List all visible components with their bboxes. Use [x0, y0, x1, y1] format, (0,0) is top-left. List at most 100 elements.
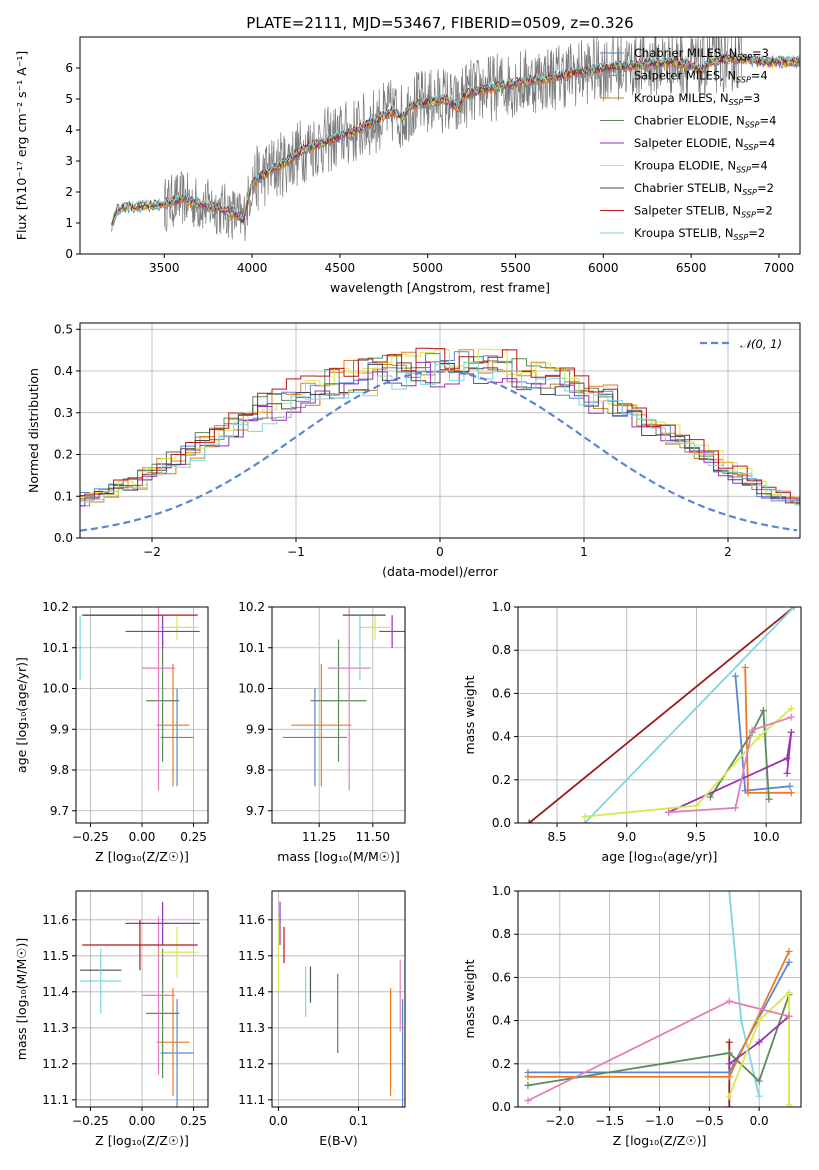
spectrum-ytick-label: 0 [65, 247, 73, 261]
weight_vs_age-marker-salpeter_elodie [787, 728, 795, 736]
mass_vs_Z-xtick-label: 0.00 [129, 1114, 156, 1128]
spectrum-model-line-kroupa_stelib [111, 51, 800, 221]
weight_vs_age-line-kroupa_stelib [584, 607, 795, 823]
weight_vs_Z-marker-pink [524, 1097, 532, 1105]
residuals-ytick-label: 0.0 [54, 531, 73, 545]
weight_vs_age-line-darkred [528, 607, 795, 823]
spectrum-legend: Chabrier MILES, NSSP=3 Salpeter MILES, NS… [600, 46, 776, 242]
spectrum-xtick-label: 4500 [325, 261, 356, 275]
legend-subscript: SSP [729, 98, 744, 107]
mass_vs_ebv-ytick-label: 11.4 [238, 985, 265, 999]
mass_vs_ebv-ytick-label: 11.2 [238, 1057, 265, 1071]
legend-entry-normal: 𝒩(0, 1) [740, 337, 782, 351]
weight_vs_Z-xtick-label: −2.0 [545, 1114, 574, 1128]
weight_vs_Z-xlabel: Z [log₁₀(Z/Z☉)] [613, 1133, 707, 1148]
spectrum-ytick-label: 3 [65, 154, 73, 168]
legend-suffix: =4 [758, 136, 775, 150]
mass_vs_Z-plot [80, 901, 200, 1107]
mass_vs_ebv-axes: 0.0 0.1 11.1 11.2 11.3 11.4 11.5 11.6 E(B-V) [238, 891, 405, 1148]
legend-suffix: =4 [751, 69, 768, 83]
mass_vs_ebv-ytick-label: 11.5 [238, 949, 265, 963]
mass_vs_Z-ytick-label: 11.6 [42, 913, 69, 927]
residuals-xtick-label: −2 [143, 545, 161, 559]
weight_vs_age-marker-darkred [525, 819, 533, 823]
normal-curve [80, 370, 798, 532]
weight_vs_Z-marker-darkred [725, 1103, 733, 1107]
weight_vs_Z-line-kroupa_elodie [728, 990, 790, 1105]
mass_vs_Z-xtick-label: 0.25 [180, 1114, 207, 1128]
weight_vs_age-marker-kroupa_stelib [581, 819, 589, 823]
spectrum-ytick-label: 4 [65, 123, 73, 137]
spectrum-xtick-label: 6000 [588, 261, 619, 275]
residuals-axes: −2 −1 0 1 2 0.0 0.1 0.2 0.3 0.4 0.5 (data-model)/er… [26, 322, 800, 579]
weight_vs_Z-marker-pink [725, 997, 733, 1005]
weight_vs_age-marker-salpeter_miles [744, 789, 752, 797]
weight_vs_age-ytick-label: 0.4 [492, 730, 511, 744]
residuals-legend: 𝒩(0, 1) [700, 337, 782, 351]
weight_vs_age-ytick-label: 0.0 [492, 816, 511, 830]
age_vs_mass-xlabel: mass [log₁₀(M/M☉)] [277, 849, 399, 864]
spectrum-xtick-label: 7000 [764, 261, 795, 275]
legend-entry-kroupa_elodie: Kroupa ELODIE, NSSP=4 [634, 159, 768, 175]
age_vs_Z-plot [78, 607, 200, 791]
weight_vs_age-ytick-label: 1.0 [492, 600, 511, 614]
residuals-ytick-label: 0.4 [54, 364, 73, 378]
weight_vs_age-ylabel: mass weight [462, 675, 477, 754]
weight_vs_Z-marker-darkred [725, 1038, 733, 1046]
weight_vs_Z-plot [524, 891, 793, 1107]
legend-entry-kroupa_stelib: Kroupa STELIB, NSSP=2 [634, 226, 765, 242]
residuals-xtick-label: 1 [580, 545, 588, 559]
residuals-ylabel: Normed distribution [26, 368, 41, 493]
legend-subscript: SSP [742, 188, 757, 197]
mass_vs_ebv-frame [271, 890, 406, 1108]
age_vs_mass-ytick-label: 9.8 [246, 763, 265, 777]
spectrum-xtick-label: 4000 [237, 261, 268, 275]
weight_vs_age-marker-kroupa_elodie [755, 733, 763, 741]
mass_vs_Z-ytick-label: 11.4 [42, 985, 69, 999]
spectrum-ytick-label: 5 [65, 92, 73, 106]
mass_vs_ebv-xlabel: E(B-V) [319, 1133, 358, 1148]
mass_vs_Z-xtick-label: −0.25 [72, 1114, 109, 1128]
age_vs_Z-ytick-label: 9.7 [50, 804, 69, 818]
weight_vs_age-marker-salpeter_miles [787, 789, 795, 797]
weight_vs_Z-marker-kroupa_elodie [725, 1092, 733, 1100]
mass_vs_Z-ytick-label: 11.1 [42, 1093, 69, 1107]
weight_vs_Z-marker-kroupa_stelib [725, 891, 733, 895]
age_vs_Z-ytick-label: 10.0 [42, 682, 69, 696]
mass_vs_ebv-ytick-label: 11.1 [238, 1093, 265, 1107]
age_vs_Z-ytick-label: 10.2 [42, 600, 69, 614]
weight_vs_Z-marker-chabrier_elodie [725, 1049, 733, 1057]
weight_vs_age-frame [517, 606, 802, 824]
spectrum-xtick-label: 5000 [412, 261, 443, 275]
spectrum-axes: 3500 4000 4500 5000 5500 6000 6500 7000 0 1 2 3 4 5 6 w… [14, 14, 794, 295]
mass_vs_Z-ylabel: mass [log₁₀(M/M☉)] [14, 938, 29, 1060]
spectrum-plot [111, 37, 800, 242]
weight_vs_age-line-chabrier_elodie [709, 707, 770, 800]
residuals-xtick-label: 2 [724, 545, 732, 559]
weight_vs_Z-ytick-label: 0.4 [492, 1014, 511, 1028]
weight_vs_age-ytick-label: 0.2 [492, 773, 511, 787]
weight_vs_Z-marker-chabrier_elodie [524, 1081, 532, 1089]
weight_vs_Z-frame [517, 890, 802, 1108]
age_vs_mass-ytick-label: 9.9 [246, 722, 265, 736]
legend-suffix: =2 [757, 181, 774, 195]
spectrum-xtick-label: 6500 [676, 261, 707, 275]
weight_vs_Z-marker-chabrier_miles [785, 958, 793, 966]
age_vs_Z-xtick-label: 0.00 [129, 830, 156, 844]
age_vs_Z-ytick-label: 9.8 [50, 763, 69, 777]
residuals-ytick-label: 0.3 [54, 406, 73, 420]
legend-entry-chabrier_miles: Chabrier MILES, NSSP=3 [634, 46, 769, 62]
legend-entry-chabrier_stelib: Chabrier STELIB, NSSP=2 [634, 181, 774, 197]
weight_vs_Z-axes: −2.0 −1.5 −1.0 −0.5 0.0 0.0 0.2 0.4 0.6 0.8 1.0 Z [… [462, 884, 801, 1148]
weight_vs_Z-marker-salpeter_elodie [725, 1060, 733, 1068]
weight_vs_Z-ytick-label: 0.6 [492, 970, 511, 984]
legend-suffix: =2 [756, 204, 773, 218]
legend-suffix: =2 [748, 226, 765, 240]
weight_vs_age-xtick-label: 10.0 [753, 830, 780, 844]
age_vs_mass-ytick-label: 10.1 [238, 641, 265, 655]
age_vs_Z-ytick-label: 10.1 [42, 641, 69, 655]
spectrum-frame [79, 36, 801, 255]
legend-subscript: SSP [741, 211, 756, 220]
legend-entry-chabrier_elodie: Chabrier ELODIE, NSSP=4 [634, 114, 776, 130]
